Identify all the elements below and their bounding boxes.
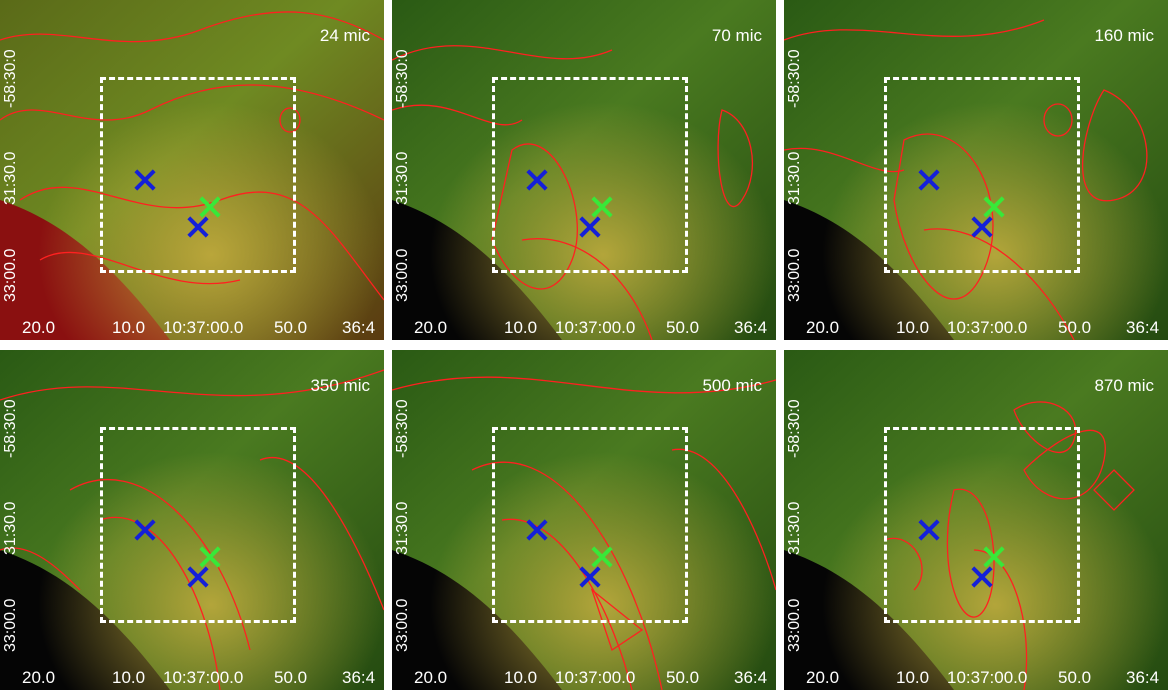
dec-tick-label: -58:30:0 [786,399,803,458]
ra-tick-label: 36:4 [1126,318,1160,337]
green-cross-marker [983,546,1005,568]
ra-tick-label: 20.0 [414,318,448,337]
dec-tick-label: 33:00.0 [786,598,803,652]
ra-tick-label: 50.0 [666,318,700,337]
dec-tick-label: -58:30:0 [394,399,411,458]
ra-tick-label: 50.0 [1058,668,1092,687]
dec-tick-label: 31:30.0 [2,151,19,205]
ra-tick-label: 10.0 [112,668,146,687]
wavelength-label: 500 mic [702,376,762,395]
dec-tick-label: 31:30.0 [786,501,803,555]
dec-tick-label: -58:30:0 [786,49,803,108]
sky-image [392,350,776,690]
image-panel-5: 500 mic -58:30:0 31:30.0 33:00.0 20.0 10.0 10… [392,350,776,690]
ra-tick-label: 20.0 [22,318,56,337]
dec-tick-label: -58:30:0 [394,49,411,108]
region-box [492,77,688,273]
blue-cross-marker [526,519,548,541]
ra-tick-label: 10:37:00.0 [163,318,244,337]
ra-tick-label: 36:4 [342,318,376,337]
ra-tick-label: 50.0 [274,318,308,337]
sky-image [392,0,776,340]
ra-tick-label: 10:37:00.0 [947,318,1028,337]
ra-tick-label: 36:4 [342,668,376,687]
wavelength-label: 160 mic [1094,26,1154,45]
blue-cross-marker [971,566,993,588]
blue-cross-marker [526,169,548,191]
green-cross-marker [591,546,613,568]
region-box [884,427,1080,623]
ra-tick-label: 20.0 [414,668,448,687]
ra-tick-label: 36:4 [734,318,768,337]
ra-tick-label: 10:37:00.0 [947,668,1028,687]
dec-tick-label: -58:30:0 [2,49,19,108]
dec-tick-label: 33:00.0 [786,248,803,302]
dec-tick-label: 33:00.0 [394,598,411,652]
dec-tick-label: 31:30.0 [2,501,19,555]
ra-tick-label: 50.0 [1058,318,1092,337]
green-cross-marker [199,546,221,568]
blue-cross-marker [918,519,940,541]
blue-cross-marker [971,216,993,238]
ra-tick-label: 10:37:00.0 [163,668,244,687]
blue-cross-marker [579,566,601,588]
ra-tick-label: 20.0 [806,318,840,337]
ra-tick-label: 36:4 [1126,668,1160,687]
dec-tick-label: 33:00.0 [2,598,19,652]
dec-tick-label: -58:30:0 [2,399,19,458]
sky-image [784,350,1168,690]
sky-image [0,0,384,340]
ra-tick-label: 50.0 [274,668,308,687]
image-panel-1: 24 mic -58:30:0 31:30.0 33:00.0 20.0 10.0 10:… [0,0,384,340]
sky-image [784,0,1168,340]
ra-tick-label: 10:37:00.0 [555,318,636,337]
region-box [492,427,688,623]
region-box [100,427,296,623]
image-panel-6: 870 mic -58:30:0 31:30.0 33:00.0 20.0 10.0 10… [784,350,1168,690]
ra-tick-label: 50.0 [666,668,700,687]
region-box [884,77,1080,273]
dec-tick-label: 33:00.0 [394,248,411,302]
green-cross-marker [199,196,221,218]
ra-tick-label: 10.0 [504,318,538,337]
blue-cross-marker [134,169,156,191]
dec-tick-label: 31:30.0 [394,151,411,205]
ra-tick-label: 10.0 [112,318,146,337]
wavelength-label: 350 mic [310,376,370,395]
green-cross-marker [591,196,613,218]
wavelength-label: 24 mic [319,26,370,45]
blue-cross-marker [579,216,601,238]
ra-tick-label: 10.0 [504,668,538,687]
dec-tick-label: 33:00.0 [2,248,19,302]
image-panel-3: 160 mic -58:30:0 31:30.0 33:00.0 20.0 10.0 10… [784,0,1168,340]
wavelength-label: 870 mic [1094,376,1154,395]
ra-tick-label: 10.0 [896,668,930,687]
blue-cross-marker [134,519,156,541]
blue-cross-marker [918,169,940,191]
image-panel-4: 350 mic -58:30:0 31:30.0 33:00.0 20.0 10.0 10… [0,350,384,690]
ra-tick-label: 36:4 [734,668,768,687]
image-panel-2: 70 mic -58:30:0 31:30.0 33:00.0 20.0 10.0 10:… [392,0,776,340]
dec-tick-label: 31:30.0 [394,501,411,555]
blue-cross-marker [187,566,209,588]
region-box [100,77,296,273]
dec-tick-label: 31:30.0 [786,151,803,205]
ra-tick-label: 20.0 [806,668,840,687]
green-cross-marker [983,196,1005,218]
sky-image [0,350,384,690]
wavelength-label: 70 mic [711,26,762,45]
ra-tick-label: 20.0 [22,668,56,687]
ra-tick-label: 10.0 [896,318,930,337]
blue-cross-marker [187,216,209,238]
ra-tick-label: 10:37:00.0 [555,668,636,687]
